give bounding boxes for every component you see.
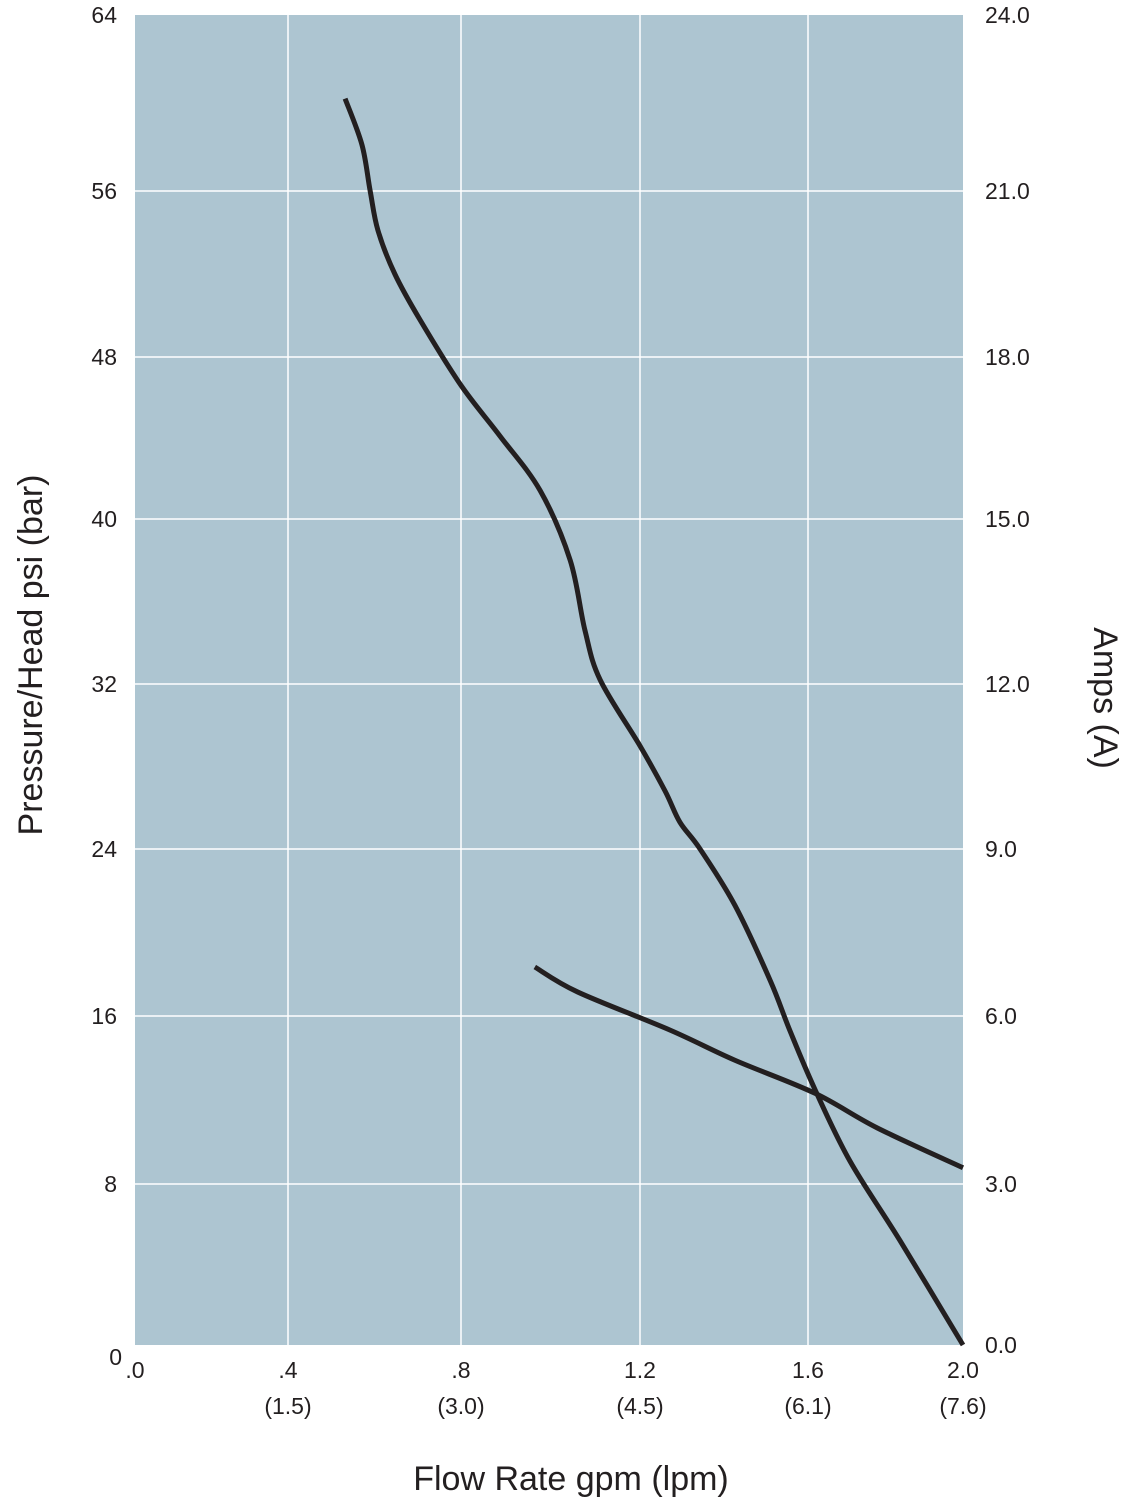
y2-tick-label: 24.0: [985, 2, 1030, 28]
x-tick-sublabel: (6.1): [784, 1393, 831, 1419]
x-axis-title: Flow Rate gpm (lpm): [413, 1460, 729, 1498]
y2-tick-label: 0.0: [985, 1332, 1017, 1358]
y2-tick-label: 6.0: [985, 1003, 1017, 1029]
y-axis-title: Pressure/Head psi (bar): [12, 475, 50, 836]
y-tick-label: 16: [91, 1003, 117, 1029]
y-tick-label: 56: [91, 178, 117, 204]
y-tick-label: 40: [91, 506, 117, 532]
plot-area: [135, 15, 963, 1345]
y2-axis-title: Amps (A): [1086, 627, 1124, 769]
x-tick-sublabel: (1.5): [264, 1393, 311, 1419]
x-tick-label: .0: [125, 1357, 144, 1383]
y-tick-label: 0: [109, 1344, 122, 1370]
y2-axis-ticks: 0.0 3.0 6.0 9.0 12.0 15.0 18.0 21.0 24.0: [985, 2, 1030, 1358]
y-tick-label: 64: [91, 2, 117, 28]
x-tick-sublabel: (7.6): [939, 1393, 986, 1419]
y2-tick-label: 18.0: [985, 344, 1030, 370]
y-tick-label: 32: [91, 671, 117, 697]
x-tick-label: .8: [451, 1357, 470, 1383]
y2-tick-label: 21.0: [985, 178, 1030, 204]
x-tick-label: 1.2: [624, 1357, 656, 1383]
y-tick-label: 24: [91, 836, 117, 862]
y2-tick-label: 3.0: [985, 1171, 1017, 1197]
x-tick-label: 1.6: [792, 1357, 824, 1383]
y-tick-label: 8: [104, 1171, 117, 1197]
curves: [342, 97, 966, 1347]
x-tick-sublabel: (3.0): [437, 1393, 484, 1419]
series-line-pressure: [342, 97, 966, 1347]
x-axis-ticks: .0 .4 (1.5) .8 (3.0) 1.2 (4.5) 1.6 (6.1) 2.0 (7.6): [125, 1357, 986, 1419]
y2-tick-label: 12.0: [985, 671, 1030, 697]
series-line-amps: [533, 964, 965, 1171]
x-tick-label: 2.0: [947, 1357, 979, 1383]
x-tick-sublabel: (4.5): [616, 1393, 663, 1419]
x-tick-label: .4: [278, 1357, 297, 1383]
gridlines: [135, 15, 963, 1345]
y-axis-ticks: 0 8 16 24 32 40 48 56 64: [91, 2, 122, 1370]
y2-tick-label: 15.0: [985, 506, 1030, 532]
y-tick-label: 48: [91, 344, 117, 370]
y2-tick-label: 9.0: [985, 836, 1017, 862]
